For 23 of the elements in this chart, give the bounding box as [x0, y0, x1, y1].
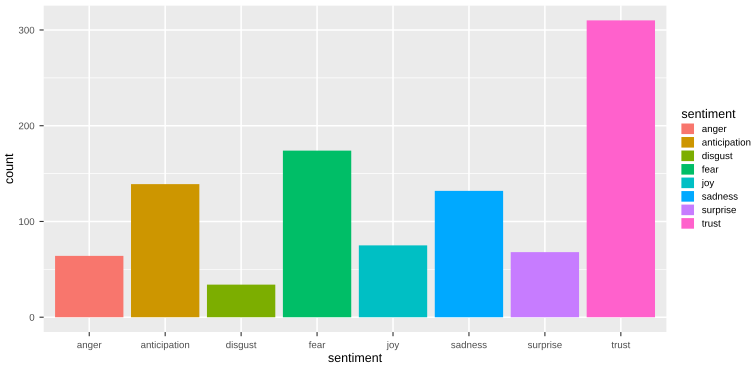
x-axis-title: sentiment — [328, 352, 382, 362]
x-tick-label: surprise — [528, 341, 562, 350]
x-tick-label: joy — [386, 341, 400, 350]
x-tick-label: sadness — [451, 341, 487, 348]
legend-label: surprise — [702, 206, 736, 216]
y-axis-title: count — [4, 154, 14, 184]
legend-label: disgust — [702, 152, 733, 162]
y-tick-label: 0 — [30, 314, 34, 321]
y-tick-label: 100 — [19, 218, 34, 226]
y-tick-label: 300 — [18, 26, 34, 34]
legend-label: anger — [702, 126, 727, 134]
legend-label: anticipation — [702, 138, 750, 148]
y-tick-label: 200 — [18, 122, 34, 130]
legend-label: sadness — [702, 192, 738, 200]
x-tick-label: trust — [612, 342, 630, 348]
x-tick-label: anticipation — [141, 341, 190, 350]
legend-label: joy — [702, 179, 714, 188]
legend-label: fear — [702, 166, 718, 173]
legend-label: trust — [702, 220, 721, 227]
x-tick-label: anger — [77, 342, 102, 350]
legend-title: sentiment — [682, 108, 736, 118]
x-tick-label: disgust — [226, 341, 256, 350]
x-tick-label: fear — [308, 341, 326, 348]
